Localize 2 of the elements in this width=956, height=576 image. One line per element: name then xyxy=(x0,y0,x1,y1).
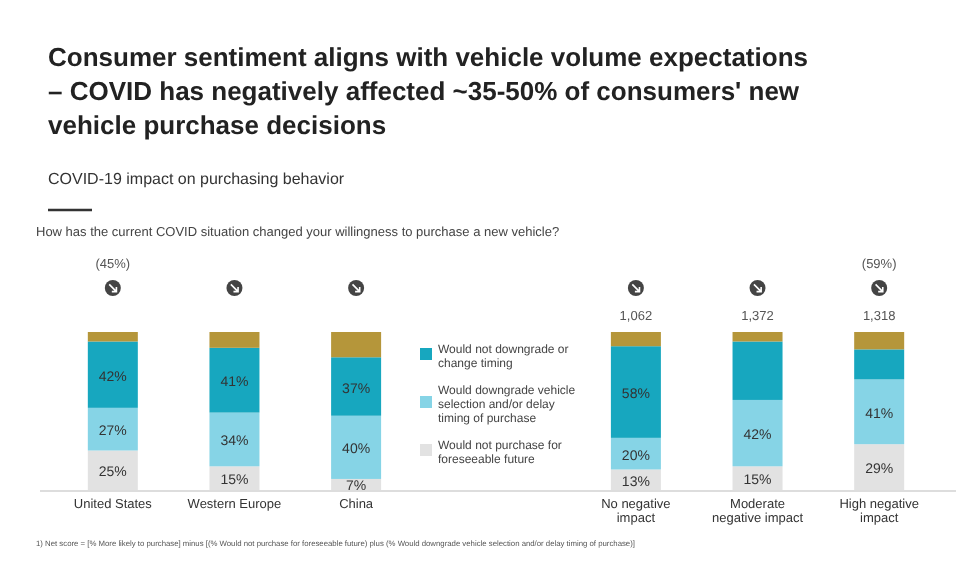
chart-title: Consumer sentiment aligns with vehicle volume expectations – COVID has negatively affected ~35-50% of consumers' new vehicle purchase decisions xyxy=(48,42,808,140)
chart-subtitle: COVID-19 impact on purchasing behavior xyxy=(48,170,345,188)
